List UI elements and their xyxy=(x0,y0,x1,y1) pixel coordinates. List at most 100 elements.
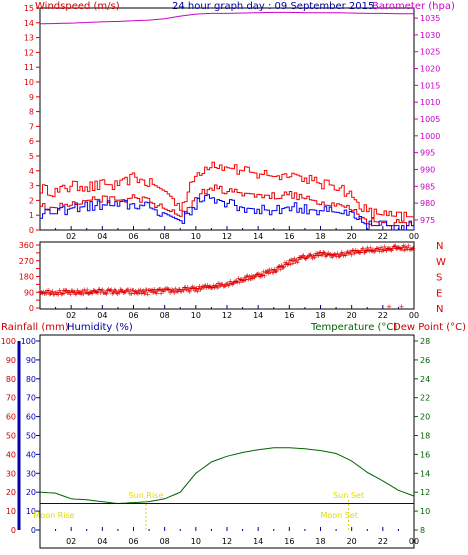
direction-point: + xyxy=(90,286,96,294)
direction-point: + xyxy=(309,253,315,261)
direction-point: + xyxy=(180,285,186,293)
direction-point: + xyxy=(294,256,300,264)
temperature-axis-tick-label: 22 xyxy=(420,394,430,403)
direction-point: + xyxy=(82,286,88,294)
direction-point: + xyxy=(196,282,202,290)
direction-point: + xyxy=(187,288,193,296)
direction-point: + xyxy=(408,246,414,254)
windspeed-axis-tick-label: 1 xyxy=(29,211,34,220)
direction-point: + xyxy=(188,284,194,292)
direction-point: + xyxy=(240,276,246,284)
direction-point: + xyxy=(228,278,234,286)
direction-point: + xyxy=(286,260,292,268)
direction-point: + xyxy=(314,251,320,259)
direction-panel-x-tick-label: 02 xyxy=(66,311,76,320)
direction-point: + xyxy=(109,290,115,298)
direction-point: + xyxy=(179,288,185,296)
direction-point: + xyxy=(318,252,324,260)
direction-point: + xyxy=(186,286,192,294)
direction-point: + xyxy=(361,249,367,257)
wind-panel-x-tick-label: 12 xyxy=(222,232,232,241)
direction-point: + xyxy=(292,255,298,263)
direction-point: + xyxy=(195,287,201,295)
direction-point: + xyxy=(336,252,342,260)
temperature-axis-title: Temperature (°C) xyxy=(310,322,397,333)
direction-point: + xyxy=(118,286,124,294)
direction-point: + xyxy=(147,287,153,295)
direction-point: + xyxy=(262,268,268,276)
direction-point: + xyxy=(213,281,219,289)
direction-point: + xyxy=(275,264,281,272)
direction-point: + xyxy=(402,243,408,251)
direction-point: + xyxy=(405,246,411,254)
direction-point: + xyxy=(147,287,153,295)
windspeed-axis-tick-label: 3 xyxy=(29,182,34,191)
direction-point: + xyxy=(353,249,359,257)
direction-point: + xyxy=(409,245,415,253)
direction-point: + xyxy=(371,246,377,254)
temp-panel-x-tick-label: 22 xyxy=(378,537,388,546)
temp-panel-x-tick-label: 08 xyxy=(160,537,170,546)
page-title: 24 hour graph day : 09 September 2015 xyxy=(172,1,374,12)
direction-point: + xyxy=(50,290,56,298)
direction-point: + xyxy=(377,245,383,253)
direction-point: + xyxy=(316,252,322,260)
direction-point: + xyxy=(163,285,169,293)
direction-point: + xyxy=(204,284,210,292)
direction-point: + xyxy=(233,278,239,286)
direction-point: + xyxy=(96,286,102,294)
windspeed-axis-tick-label: 0 xyxy=(29,226,34,235)
direction-point: + xyxy=(199,284,205,292)
direction-point: + xyxy=(42,290,48,298)
direction-point: + xyxy=(273,268,279,276)
direction-point: + xyxy=(256,273,262,281)
direction-point: + xyxy=(95,289,101,297)
direction-point: + xyxy=(346,250,352,258)
direction-point: + xyxy=(375,245,381,253)
rainfall-axis-tick-label: 60 xyxy=(6,413,16,422)
direction-point: + xyxy=(322,250,328,258)
direction-point: + xyxy=(129,290,135,298)
direction-point: + xyxy=(82,288,88,296)
direction-point: + xyxy=(379,247,385,255)
direction-point: + xyxy=(217,280,223,288)
direction-point: + xyxy=(401,247,407,255)
direction-point: + xyxy=(173,287,179,295)
direction-point: + xyxy=(65,289,71,297)
direction-point: + xyxy=(77,289,83,297)
direction-point: + xyxy=(114,289,120,297)
direction-point: + xyxy=(135,290,141,298)
direction-point: + xyxy=(288,256,294,264)
direction-point: + xyxy=(145,290,151,298)
direction-point: + xyxy=(176,286,182,294)
direction-point: + xyxy=(94,288,100,296)
direction-point: + xyxy=(113,287,119,295)
direction-point: + xyxy=(243,276,249,284)
barometer-axis-tick-label: 1010 xyxy=(420,98,440,107)
direction-point: + xyxy=(183,286,189,294)
humidity-axis-tick-label: 40 xyxy=(26,450,36,459)
direction-point: + xyxy=(139,288,145,296)
direction-point: + xyxy=(49,289,55,297)
direction-point: + xyxy=(38,289,44,297)
direction-point: + xyxy=(170,286,176,294)
direction-point: + xyxy=(191,283,197,291)
direction-point: + xyxy=(366,246,372,254)
direction-point: + xyxy=(342,250,348,258)
direction-point: + xyxy=(369,246,375,254)
barometer-axis-tick-label: 980 xyxy=(420,199,435,208)
direction-point: + xyxy=(335,253,341,261)
direction-point: + xyxy=(295,256,301,264)
direction-point: + xyxy=(141,290,147,298)
direction-point: + xyxy=(356,248,362,256)
direction-point: + xyxy=(312,252,318,260)
direction-point: + xyxy=(357,249,363,257)
direction-point: + xyxy=(354,247,360,255)
direction-point: + xyxy=(204,281,210,289)
direction-point: + xyxy=(329,254,335,262)
direction-point: + xyxy=(294,258,300,266)
direction-point: + xyxy=(83,289,89,297)
direction-point: + xyxy=(337,252,343,260)
direction-point: + xyxy=(158,289,164,297)
direction-point: + xyxy=(200,283,206,291)
